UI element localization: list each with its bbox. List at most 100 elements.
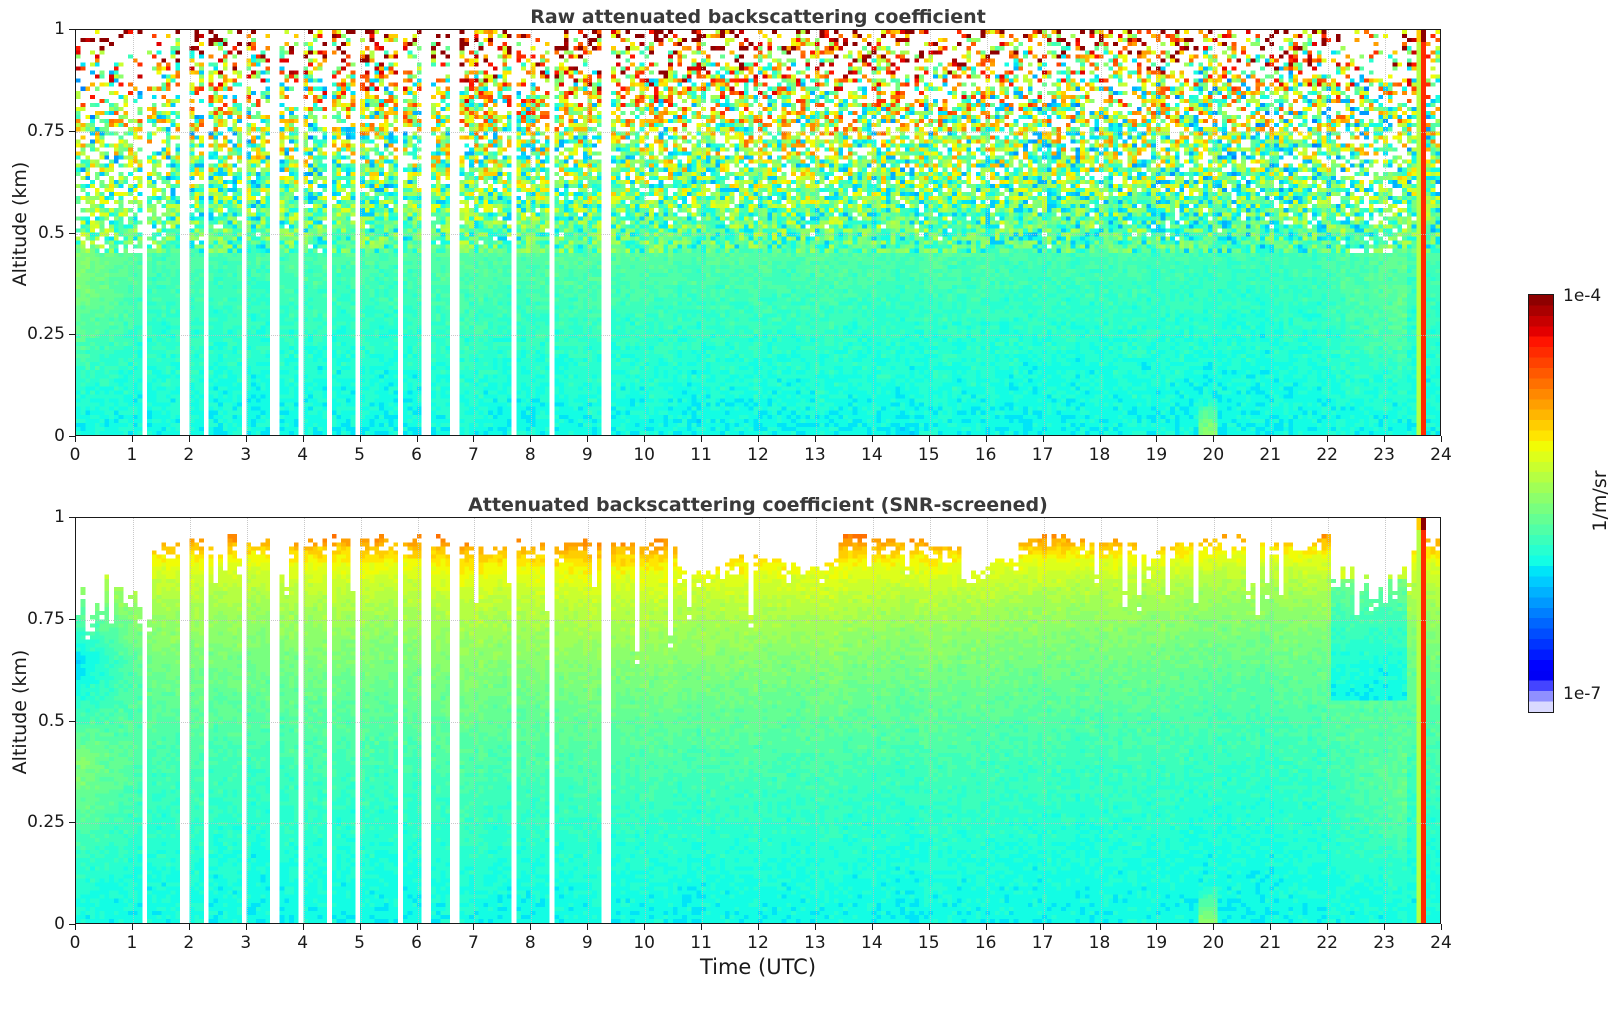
y-tick-label: 0 (54, 914, 65, 934)
x-tick-mark (416, 924, 418, 930)
x-tick-label: 4 (297, 933, 309, 953)
x-tick-mark (530, 924, 532, 930)
x-tick-mark (1099, 436, 1101, 442)
x-tick-label: 19 (1145, 933, 1168, 953)
x-tick-label: 18 (1088, 933, 1111, 953)
x-tick-mark (131, 436, 133, 442)
x-tick-label: 14 (861, 933, 883, 953)
x-tick-mark (1270, 436, 1272, 442)
x-tick-label: 9 (581, 933, 593, 953)
x-tick-mark (1099, 924, 1101, 930)
x-tick-label: 17 (1031, 445, 1054, 465)
y-tick-mark (69, 618, 75, 620)
x-tick-label: 1 (126, 933, 138, 953)
x-tick-mark (1042, 924, 1044, 930)
y-axis-label-raw: Altitude (km) (9, 161, 31, 287)
x-tick-mark (245, 924, 247, 930)
x-tick-label: 20 (1202, 445, 1225, 465)
x-tick-mark (758, 436, 759, 442)
x-tick-label: 0 (69, 445, 81, 465)
y-tick-mark (69, 517, 75, 518)
x-tick-mark (75, 436, 76, 442)
x-tick-mark (814, 924, 816, 930)
x-tick-mark (302, 436, 304, 442)
y-tick-mark (69, 436, 75, 437)
colorbar (1528, 294, 1554, 713)
x-tick-label: 7 (467, 445, 479, 465)
x-tick-label: 21 (1259, 445, 1282, 465)
y-tick-label: 0.25 (27, 812, 65, 833)
x-tick-label: 3 (240, 445, 252, 465)
panel-title-screened: Attenuated backscattering coefficient (S… (468, 494, 1048, 516)
x-tick-label: 16 (974, 445, 997, 465)
y-tick-label: 0.25 (27, 324, 65, 345)
x-tick-label: 0 (69, 933, 81, 953)
x-tick-mark (758, 924, 759, 930)
x-tick-mark (928, 924, 930, 930)
x-tick-mark (1042, 436, 1044, 442)
x-tick-mark (701, 436, 703, 442)
y-tick-label: 0.5 (37, 710, 65, 731)
x-tick-mark (359, 436, 361, 442)
x-tick-label: 15 (917, 445, 940, 465)
x-tick-label: 14 (861, 445, 883, 465)
x-tick-label: 8 (524, 933, 536, 953)
heatmap-raw (76, 30, 1440, 435)
x-tick-mark (245, 436, 247, 442)
x-tick-mark (1213, 436, 1215, 442)
plot-area-screened (75, 517, 1441, 924)
x-tick-mark (416, 436, 418, 442)
x-tick-label: 5 (354, 445, 365, 465)
x-tick-label: 17 (1031, 933, 1054, 953)
x-tick-mark (1384, 924, 1386, 930)
x-tick-mark (302, 924, 304, 930)
x-tick-label: 24 (1430, 933, 1452, 953)
panel-title-raw: Raw attenuated backscattering coefficien… (530, 6, 986, 28)
x-tick-label: 4 (297, 445, 309, 465)
x-tick-label: 2 (183, 933, 195, 953)
x-tick-label: 6 (411, 933, 422, 953)
heatmap-screened (76, 518, 1440, 923)
x-tick-label: 20 (1202, 933, 1225, 953)
x-tick-label: 13 (804, 933, 826, 953)
y-tick-label: 0.75 (27, 608, 65, 629)
y-tick-label: 0 (54, 426, 65, 446)
colorbar-gradient (1529, 295, 1553, 712)
y-tick-mark (69, 130, 75, 132)
x-tick-label: 24 (1430, 445, 1452, 465)
x-tick-label: 22 (1316, 933, 1338, 953)
plot-area-raw (75, 29, 1441, 436)
colorbar-unit-label: 1/m/sr (1589, 470, 1611, 532)
x-tick-label: 12 (747, 445, 769, 465)
x-axis-label: Time (UTC) (699, 955, 817, 979)
y-tick-label: 1 (54, 507, 65, 527)
colorbar-max-label: 1e-4 (1563, 286, 1602, 306)
x-tick-mark (644, 436, 646, 442)
x-tick-mark (701, 924, 703, 930)
x-tick-label: 3 (240, 933, 252, 953)
y-tick-label: 1 (54, 19, 65, 39)
x-tick-label: 12 (747, 933, 769, 953)
x-tick-mark (1270, 924, 1272, 930)
x-tick-label: 11 (690, 445, 712, 465)
x-tick-mark (871, 436, 873, 442)
x-tick-label: 15 (917, 933, 940, 953)
x-tick-mark (814, 436, 816, 442)
x-tick-mark (75, 924, 76, 930)
x-tick-label: 7 (467, 933, 479, 953)
x-tick-mark (587, 436, 589, 442)
x-tick-mark (1327, 924, 1329, 930)
x-tick-mark (188, 924, 190, 930)
x-tick-mark (359, 924, 361, 930)
x-tick-mark (1156, 436, 1158, 442)
colorbar-min-label: 1e-7 (1563, 684, 1602, 704)
x-tick-label: 8 (524, 445, 536, 465)
x-tick-label: 11 (690, 933, 712, 953)
y-tick-mark (69, 232, 75, 234)
y-tick-label: 0.75 (27, 120, 65, 141)
y-tick-mark (69, 720, 75, 722)
x-tick-mark (985, 924, 987, 930)
x-tick-label: 21 (1259, 933, 1282, 953)
x-tick-mark (1327, 436, 1329, 442)
x-tick-mark (644, 924, 646, 930)
